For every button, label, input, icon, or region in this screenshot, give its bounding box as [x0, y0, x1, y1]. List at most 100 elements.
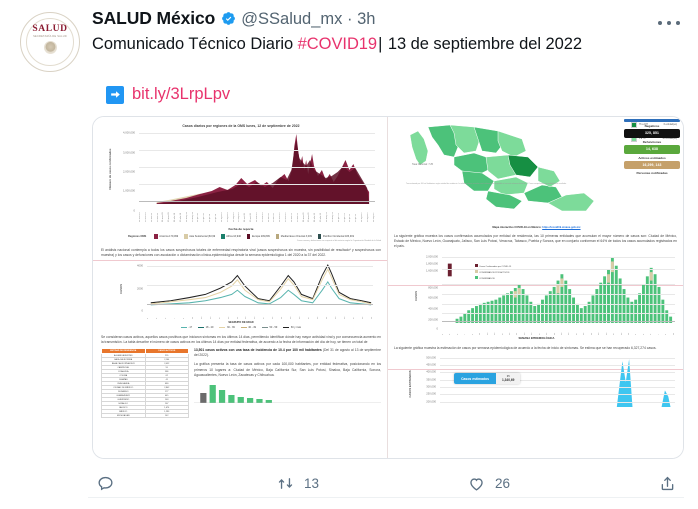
avatar[interactable]: SALUD SECRETARÍA DE SALUD — [20, 12, 80, 72]
legend-item: 18 - 29 — [198, 326, 213, 329]
ytick: 1,000,000 — [123, 189, 135, 193]
ytick: 1,600,000 — [426, 269, 438, 273]
stat-label: Negativos — [644, 124, 660, 128]
ytick: 200,000 — [426, 400, 436, 404]
chart2-xlabel: SEGRUPO DE EDAD — [228, 321, 254, 325]
handle-and-time: @SSalud_mx · 3h — [241, 9, 375, 28]
ytick: 350,000 — [426, 378, 436, 382]
chart1-yaxis: 4,000,000 3,000,000 2,000,000 1,000,000 … — [113, 130, 137, 214]
ytick: 1,800,000 — [426, 262, 438, 266]
ytick: 2,000,000 — [123, 170, 135, 174]
right-paragraph-2: La siguiente gráfica muestra la estimaci… — [394, 346, 657, 351]
ytick: 800,000 — [428, 286, 438, 290]
retweet-button[interactable]: 13 — [276, 474, 319, 493]
left-paragraph-3-bold: 13,501 casos activos con una tasa de inc… — [194, 348, 322, 353]
legend-item: 40 - 49 — [240, 326, 256, 329]
chart-cases-by-age: CASOS 4000 2000 0 — [117, 263, 381, 319]
actions-divider — [88, 497, 684, 498]
divider — [93, 260, 387, 261]
like-count: 26 — [495, 475, 511, 491]
tweet-text: Comunicado Técnico Diario #COVID19| 13 d… — [92, 35, 684, 55]
chart1-plot — [139, 130, 375, 204]
stat-value-defunciones: 14, 638 — [624, 144, 680, 154]
ytick: 0 — [141, 309, 144, 313]
ytick: 4,000,000 — [123, 131, 135, 135]
tooltip-sub: 35 — [506, 375, 510, 379]
chart1-title: Casos diarios por regiones de la OMS lun… — [182, 124, 300, 128]
avatar-ring — [26, 18, 74, 66]
chart-accumulated-cases: CASOS 2,000,000 1,800,000 1,600,000 800,… — [412, 253, 679, 335]
share-button[interactable] — [658, 474, 686, 493]
left-paragraph-4: La gráfica presenta la tasa de casos act… — [194, 362, 381, 377]
legend-item: CONFIRMADOS — [474, 275, 512, 282]
retweet-count: 13 — [304, 475, 320, 491]
tweet-text-before: Comunicado Técnico Diario — [92, 34, 298, 53]
divider — [388, 369, 683, 370]
legend-item: 30 - 39 — [219, 326, 235, 329]
stats-topbar — [624, 119, 680, 122]
legend-item: -17 — [181, 326, 192, 329]
short-link[interactable]: bit.ly/3LrpLpv — [132, 85, 231, 103]
text-bar: | — [378, 34, 383, 53]
right-chart1-plot: Casos Confirmados por COVID-19 CONFIRMAD… — [442, 253, 675, 324]
ytick: 300,000 — [426, 385, 436, 389]
reply-button[interactable] — [96, 474, 124, 493]
author-line: SALUD México @SSalud_mx · 3h — [92, 9, 684, 28]
map-legend-row: 76 a 187 6 entidad(es) — [631, 122, 677, 128]
legend-item: Asia Sudoriental (60,99 — [184, 234, 215, 239]
left-paragraph-2: Se consideran casos activos, aquellos ca… — [101, 335, 381, 345]
right-chart2-series — [616, 359, 671, 408]
right-chart2-yaxis: 500,000 450,000 400,000 350,000 300,000 … — [408, 355, 438, 407]
right-chart2-plot: Casos estimados 35 1,340,69 — [440, 355, 675, 408]
stat-value-negativos: 325, 851 — [624, 129, 680, 138]
right-chart1-xlabel: SEMANA EPIDEMIOLÓGICA — [518, 337, 555, 341]
stat-label: Activos estimados — [638, 155, 666, 160]
chart1-xticks: 01-ene-20 15-ene-20 01-feb-20 15-feb-20 01-m… — [139, 212, 375, 222]
doc-left-column: Casos diarios por regiones de la OMS lun… — [93, 117, 388, 458]
more-options-icon[interactable] — [656, 14, 682, 32]
ytick: 200,000 — [428, 318, 438, 322]
tooltip-label: Casos estimados — [454, 373, 496, 385]
tooltip-value: 1,340,69 — [501, 378, 515, 383]
tweet-actions: 13 26 — [88, 468, 684, 498]
tooltip-casos-estimados[interactable]: Casos estimados 35 1,340,69 — [454, 367, 521, 385]
verified-icon — [222, 12, 236, 26]
stat-label: Defunciones — [642, 139, 662, 144]
table-body: AGUASCALIENTES 255 BAJA CALIFORNIA 2,164 B… — [101, 353, 189, 419]
legend-item: América 179,099 — [154, 234, 178, 239]
ytick: 400,000 — [426, 370, 436, 374]
like-button[interactable]: 26 — [467, 474, 510, 493]
ytick: 4000 — [137, 264, 143, 268]
right-chart1-series — [447, 257, 673, 324]
legend-title: Regiones OMS — [127, 235, 147, 238]
ytick: 450,000 — [426, 363, 436, 367]
chart1-legend: Regiones OMS América 179,099 Asia Sudori… — [101, 234, 381, 239]
legend-item: Pacífico Occidental 183,919 — [317, 234, 354, 239]
tweet-text-after: 13 de septiembre del 2022 — [383, 34, 582, 53]
map-fineprint: Tasa estimada por 100 mil habitantes seg… — [406, 183, 567, 185]
ytick: 2,000,000 — [426, 255, 438, 259]
table-row: MICHOACÁN 142 — [101, 413, 189, 419]
map-svg — [409, 124, 595, 212]
ytick: 0 — [133, 209, 136, 213]
right-paragraph-1: La siguiente gráfica muestra los casos c… — [394, 234, 677, 249]
avatar-crest-icon — [43, 40, 57, 54]
tweet-media-card[interactable]: Casos diarios por regiones de la OMS lun… — [92, 116, 684, 459]
chart1-xlabel: Fecha de reporte — [228, 227, 254, 231]
legend-item: Casos Confirmados por COVID-19 — [474, 264, 511, 270]
legend-item: Africa 16,946 — [221, 234, 241, 239]
right-chart1-legend: Casos Confirmados por COVID-19 CONFIRMAD… — [474, 264, 512, 282]
map-link-label: Mapa interactivo COVID-19 en México: — [492, 226, 542, 229]
avatar-subtitle: SECRETARÍA DE SALUD — [33, 34, 67, 38]
chart2-plot — [147, 263, 373, 307]
legend-item: Europa 209,899 — [246, 234, 270, 239]
left-paragraph-3-tail: (Del 31 de agosto al 13 de septiembre de… — [194, 348, 381, 358]
chart1-ylabel: Número de casos confirmados — [108, 148, 112, 190]
map-link-url[interactable]: https://covid19.sinave.gob.mx — [542, 226, 581, 229]
ytick: 400,000 — [428, 307, 438, 311]
hashtag-covid19[interactable]: #COVID19 — [297, 34, 378, 53]
handle: @SSalud_mx — [241, 9, 343, 28]
stat-label: Personas notificadas — [636, 171, 668, 176]
